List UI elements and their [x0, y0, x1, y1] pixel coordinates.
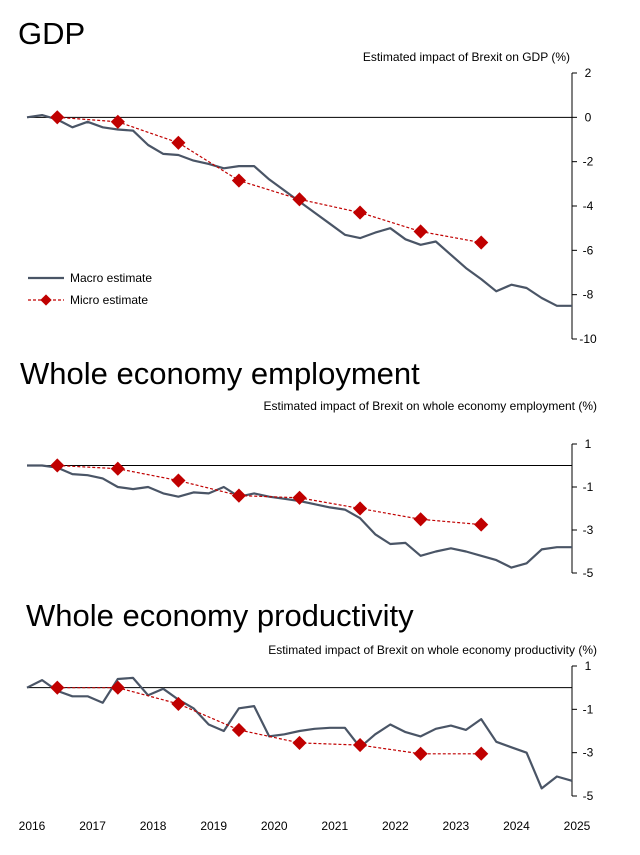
x-axis-tick-labels: 2016 2017 2018 2019 2020 2021 2022 2023 2024 2025 [19, 819, 591, 833]
x-tick-label-2022: 2022 [382, 819, 409, 833]
legend: Macro estimate Micro estimate [28, 271, 152, 307]
gdp-y-axis-label: Estimated impact of Brexit on GDP (%) [363, 50, 570, 64]
gdp-panel-title: GDP [18, 16, 85, 51]
productivity-y-tick-label: -5 [583, 789, 594, 803]
productivity-plot-area: 1 -1 -3 -5 [26, 659, 594, 803]
gdp-y-tick-label: -10 [579, 332, 597, 346]
gdp-plot-area: 2 0 -2 -4 -6 -8 -10 [26, 66, 597, 346]
gdp-panel: GDP Estimated impact of Brexit on GDP (%… [18, 16, 597, 346]
employment-micro-estimate-point [352, 501, 368, 516]
employment-y-axis-label: Estimated impact of Brexit on whole econ… [264, 399, 597, 413]
productivity-micro-estimate-point [292, 735, 307, 750]
x-tick-label-2020: 2020 [261, 819, 288, 833]
gdp-micro-estimate-point [110, 114, 125, 129]
x-tick-label-2025: 2025 [564, 819, 591, 833]
gdp-micro-estimate-point [413, 224, 428, 239]
employment-y-tick-label: 1 [585, 437, 592, 451]
employment-y-tick-label: -5 [583, 566, 594, 580]
x-tick-label-2016: 2016 [19, 819, 46, 833]
gdp-y-tick-label: -4 [583, 199, 594, 213]
productivity-micro-estimate-line [57, 687, 482, 755]
productivity-micro-estimate-point [231, 722, 246, 738]
productivity-panel: Whole economy productivity Estimated imp… [26, 598, 597, 803]
productivity-micro-estimate-point [474, 746, 489, 761]
employment-micro-estimate-point [474, 517, 489, 532]
productivity-micro-estimate-point [110, 680, 125, 695]
legend-micro-marker [40, 294, 52, 306]
legend-macro-label: Macro estimate [70, 271, 152, 285]
employment-y-tick-label: -3 [583, 523, 594, 537]
x-tick-label-2018: 2018 [140, 819, 167, 833]
gdp-y-tick-label: -6 [583, 243, 594, 257]
employment-micro-estimate-point [171, 473, 186, 488]
employment-micro-estimate-point [231, 488, 247, 503]
productivity-micro-estimate-point [171, 696, 186, 711]
productivity-y-axis-label: Estimated impact of Brexit on whole econ… [268, 643, 597, 657]
productivity-y-tick-label: -3 [583, 746, 594, 760]
productivity-macro-estimate-line [26, 676, 573, 790]
employment-micro-estimate-point [413, 512, 428, 527]
productivity-panel-title: Whole economy productivity [26, 598, 414, 633]
productivity-y-tick-label: -1 [583, 702, 594, 716]
gdp-micro-estimate-line [57, 116, 482, 244]
gdp-y-tick-label: 2 [585, 66, 592, 80]
employment-panel-title: Whole economy employment [20, 356, 420, 391]
productivity-y-tick-label: 1 [585, 659, 592, 673]
gdp-micro-estimate-point [474, 235, 489, 250]
employment-macro-estimate-line [27, 464, 572, 569]
gdp-y-tick-label: 0 [585, 110, 592, 124]
employment-plot-area: 1 -1 -3 -5 [27, 437, 594, 580]
employment-y-tick-label: -1 [583, 480, 594, 494]
productivity-micro-estimate-point [353, 737, 368, 753]
employment-micro-estimate-line [57, 464, 482, 526]
employment-panel: Whole economy employment Estimated impac… [20, 356, 597, 580]
x-tick-label-2019: 2019 [200, 819, 227, 833]
productivity-micro-estimate-point [413, 746, 428, 761]
x-tick-label-2024: 2024 [503, 819, 530, 833]
legend-micro-label: Micro estimate [70, 293, 148, 307]
x-tick-label-2023: 2023 [443, 819, 470, 833]
gdp-y-tick-label: -8 [583, 288, 594, 302]
x-tick-label-2017: 2017 [79, 819, 106, 833]
gdp-micro-estimate-point [352, 205, 368, 220]
gdp-y-tick-label: -2 [583, 155, 594, 169]
gdp-micro-estimate-point [171, 135, 186, 150]
gdp-micro-estimate-point [231, 173, 246, 188]
x-tick-label-2021: 2021 [321, 819, 348, 833]
employment-micro-estimate-point [110, 461, 125, 476]
